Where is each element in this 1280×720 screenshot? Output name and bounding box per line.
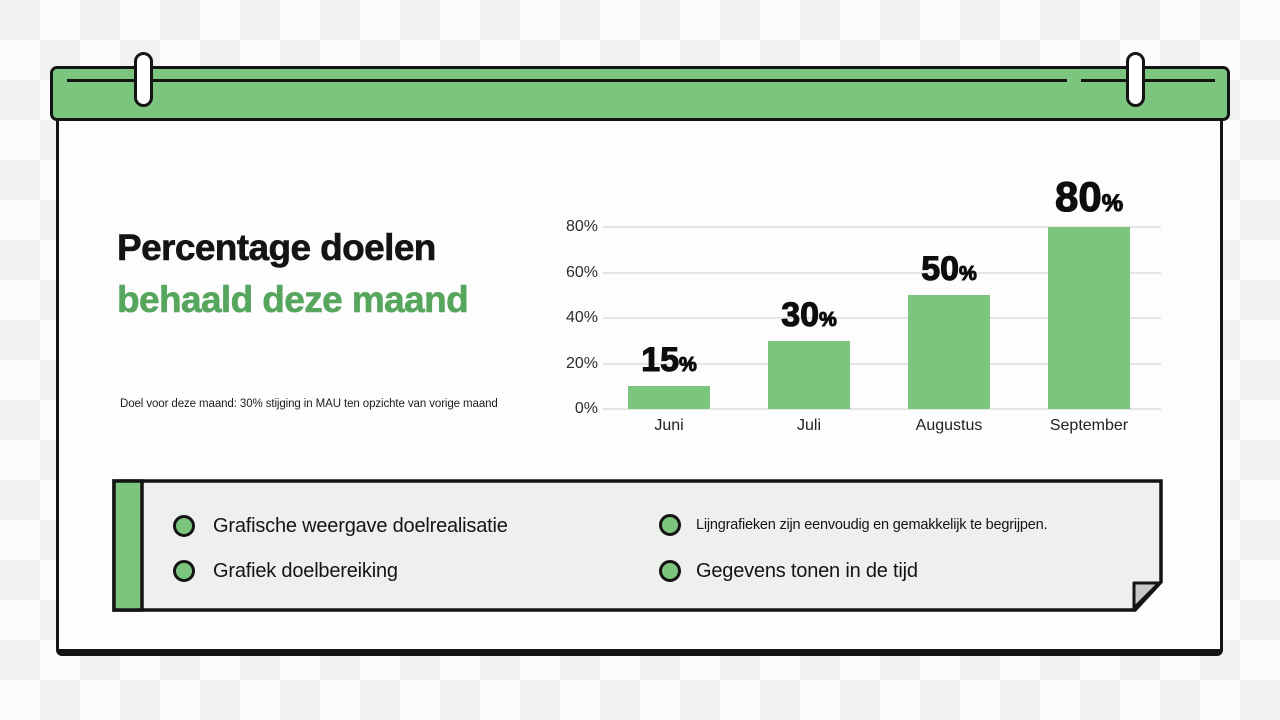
clipboard-pin-right — [1126, 52, 1145, 107]
x-tick-label: September — [1049, 417, 1129, 434]
note-text: Grafische weergave doelrealisatie — [213, 514, 508, 537]
bar-value-percent-sign: % — [818, 308, 837, 331]
y-tick-label: 60% — [565, 263, 598, 281]
note-text: Lijngrafieken zijn eenvoudig en gemakkel… — [696, 517, 1048, 533]
bar-value-percent-sign: % — [1101, 190, 1124, 217]
hanger-line-right-segment — [1081, 79, 1215, 82]
bar-september — [1048, 227, 1130, 409]
bar-value-label: 15% — [589, 341, 749, 380]
note-text: Gegevens tonen in de tijd — [696, 559, 918, 582]
slide-title-line2: behaald deze maand — [117, 279, 469, 321]
bullet-icon — [173, 560, 195, 582]
bullet-icon — [659, 560, 681, 582]
notes-panel — [112, 479, 1163, 612]
notes-panel-body — [112, 479, 1163, 612]
hanger-line-left-segment — [67, 79, 1067, 82]
slide-title-line1: Percentage doelen — [117, 227, 437, 269]
grid-line — [603, 271, 1161, 274]
folded-corner — [1132, 581, 1161, 610]
note-row: Grafiek doelbereiking — [173, 556, 398, 586]
bar-value-number: 30 — [781, 295, 820, 334]
grid-line — [603, 362, 1161, 365]
x-tick-label: Juni — [654, 417, 684, 434]
bullet-icon — [173, 515, 195, 537]
bar-juni — [628, 386, 710, 409]
x-tick-label: Juli — [796, 417, 821, 434]
bar-value-label: 80% — [1009, 173, 1169, 220]
bar-value-number: 50 — [921, 250, 960, 289]
grid-line — [603, 317, 1161, 319]
note-row: Gegevens tonen in de tijd — [659, 556, 918, 586]
grid-line — [603, 408, 1161, 410]
y-tick-label: 0% — [574, 400, 598, 417]
slide-subtitle: Doel voor deze maand: 30% stijging in MA… — [120, 398, 498, 410]
slide-title: Percentage doelen behaald deze maand — [117, 222, 469, 326]
clipboard-header-bar — [50, 66, 1230, 121]
panel-accent-strip — [112, 479, 144, 612]
bullet-icon — [659, 514, 681, 536]
bar-juli — [768, 340, 850, 409]
x-tick-label: Augustus — [915, 417, 983, 434]
note-row: Grafische weergave doelrealisatie — [173, 511, 508, 541]
y-tick-label: 20% — [565, 354, 598, 372]
y-tick-label: 80% — [565, 218, 598, 235]
bar-augustus — [908, 295, 990, 409]
clipboard-pin-left — [134, 52, 153, 107]
y-tick-label: 40% — [565, 309, 598, 326]
bar-value-percent-sign: % — [958, 263, 977, 286]
grid-line — [603, 226, 1161, 228]
note-row: Lijngrafieken zijn eenvoudig en gemakkel… — [659, 510, 1048, 540]
bar-value-number: 15 — [641, 341, 680, 380]
bar-value-label: 30% — [729, 295, 889, 334]
bar-value-number: 80 — [1054, 173, 1102, 220]
bar-value-percent-sign: % — [678, 354, 697, 377]
note-text: Grafiek doelbereiking — [213, 559, 398, 582]
bar-value-label: 50% — [869, 250, 1029, 289]
